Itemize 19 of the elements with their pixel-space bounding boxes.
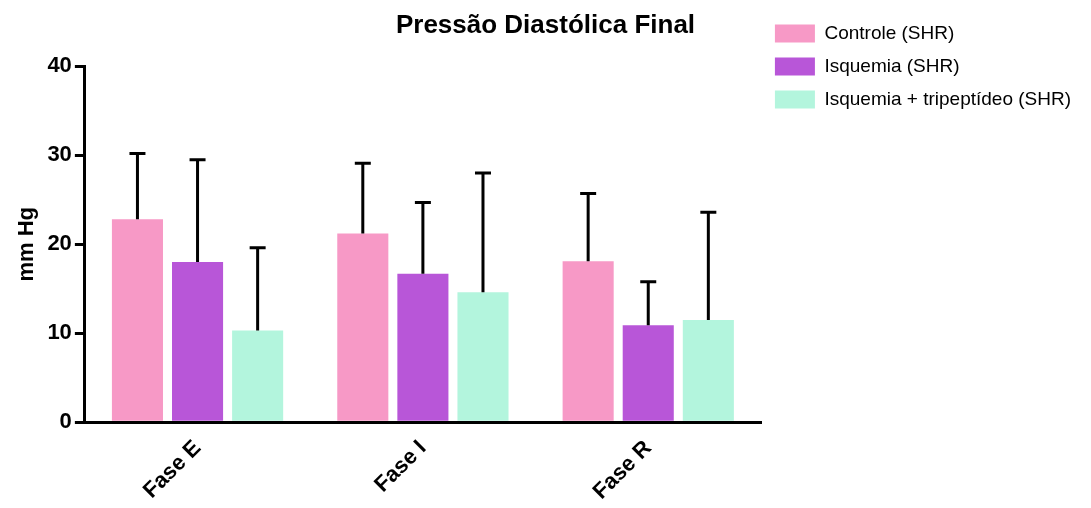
y-tick-label: 0 — [59, 408, 72, 434]
y-axis-title: mm Hg — [13, 206, 39, 282]
bar — [457, 292, 509, 421]
legend-label: Isquemia + tripeptídeo (SHR) — [824, 87, 1072, 109]
legend-label: Isquemia (SHR) — [824, 54, 960, 76]
bar — [337, 233, 389, 421]
bar — [397, 273, 449, 421]
bar — [172, 262, 224, 421]
bar — [682, 319, 734, 421]
y-tick-label: 30 — [47, 141, 72, 167]
bar — [562, 261, 614, 421]
bar — [622, 325, 674, 421]
bar — [111, 219, 163, 421]
y-tick-label: 40 — [47, 52, 72, 78]
chart-title: Pressão Diastólica Final — [395, 8, 696, 39]
y-tick-label: 20 — [47, 230, 72, 256]
y-tick-label: 10 — [47, 319, 72, 345]
legend-label: Controle (SHR) — [824, 21, 955, 43]
bar — [232, 330, 284, 421]
